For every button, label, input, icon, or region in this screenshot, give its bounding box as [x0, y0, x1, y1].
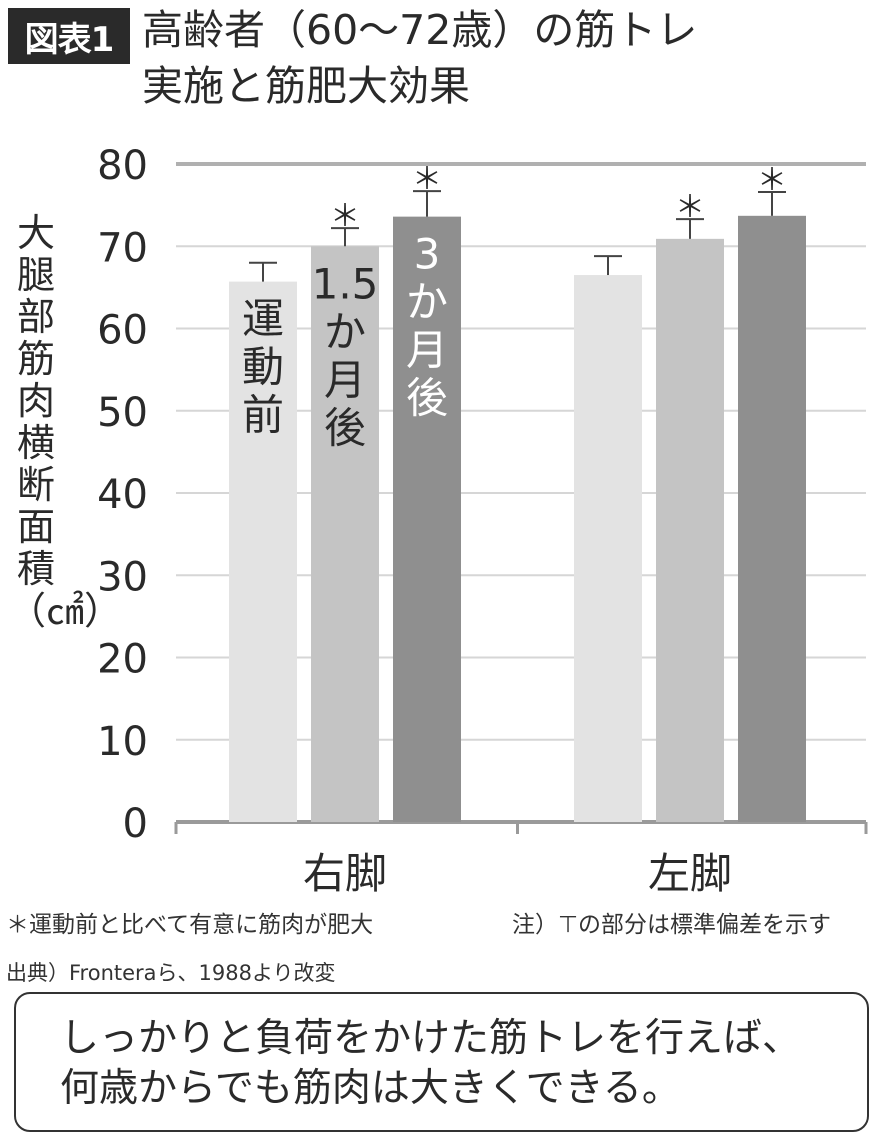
significance-mark: ＊: [675, 190, 705, 225]
series-label: 3: [414, 230, 441, 279]
x-category-label: 左脚: [648, 849, 732, 898]
bar: [229, 281, 297, 822]
footnote-significance: ＊運動前と比べて有意に筋肉が肥大: [6, 912, 374, 938]
series-label: か: [406, 278, 448, 327]
series-label: 後: [406, 374, 448, 423]
series-label: 月: [406, 326, 448, 375]
series-label: か: [324, 307, 366, 356]
significance-mark: ＊: [757, 163, 787, 198]
chart-title: 高齢者（60〜72歳）の筋トレ 実施と筋肥大効果: [142, 2, 697, 114]
bar: [738, 215, 806, 822]
source-note: 出典）Fronteraら、1988より改変: [6, 961, 336, 985]
y-tick-label: 20: [97, 637, 148, 683]
y-tick-label: 30: [97, 554, 148, 600]
y-tick-label: 40: [97, 472, 148, 518]
footnote-error-bar: 注）⊤の部分は標準偏差を示す: [512, 912, 832, 938]
series-label: 後: [324, 403, 366, 452]
y-tick-label: 10: [97, 719, 148, 765]
significance-mark: ＊: [412, 162, 442, 197]
bar: [393, 216, 461, 822]
series-label: 運: [242, 295, 284, 344]
callout-box: しっかりと負荷をかけた筋トレを行えば、 何歳からでも筋肉は大きくできる。: [14, 992, 869, 1132]
bar: [656, 238, 724, 822]
callout-line-1: しっかりと負荷をかけた筋トレを行えば、: [60, 1016, 802, 1061]
series-label: 前: [242, 391, 284, 440]
bar: [574, 275, 642, 823]
y-tick-label: 0: [123, 801, 148, 847]
y-tick-label: 80: [97, 143, 148, 189]
bar: [311, 246, 379, 822]
series-label: 1.5: [312, 259, 379, 308]
chart-title-line-2: 実施と筋肥大効果: [142, 62, 470, 110]
y-tick-label: 70: [97, 225, 148, 271]
chart-title-line-1: 高齢者（60〜72歳）の筋トレ: [142, 6, 698, 54]
y-tick-label: 50: [97, 390, 148, 436]
y-tick-label: 60: [97, 308, 148, 354]
callout-line-2: 何歳からでも筋肉は大きくできる。: [60, 1066, 681, 1111]
series-label: 動: [242, 343, 284, 392]
series-label: 月: [324, 355, 366, 404]
x-category-label: 右脚: [303, 849, 387, 898]
figure-label: 図表1: [8, 8, 130, 64]
significance-mark: ＊: [330, 199, 360, 234]
